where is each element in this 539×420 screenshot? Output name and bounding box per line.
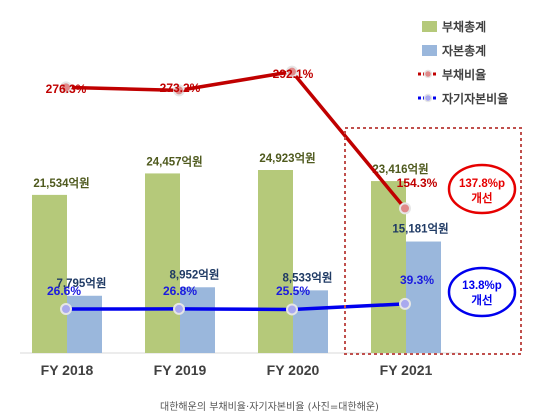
equity-improvement-text: 개선 [471,293,492,307]
equity-value-label: 15,181억원 [392,222,448,236]
equity-ratio-marker [399,297,411,310]
legend-marker-debt-ratio [423,69,433,79]
equity-bar [180,287,215,353]
legend-marker-equity-ratio [423,93,433,103]
equity-improvement-value: 13.8%p [462,280,502,292]
debt-ratio-marker [286,65,298,78]
debt-value-label: 24,457억원 [146,154,202,168]
legend-label-debt: 부채총계 [442,19,486,34]
debt-ratio-marker [399,202,411,215]
debt-improvement-ellipse [447,163,517,215]
debt-bar [258,170,293,353]
legend-label-equity: 자본총계 [442,43,486,58]
debt-bar [32,194,67,353]
equity-ratio-marker [60,303,72,315]
debt-value-label: 24,923억원 [259,151,315,165]
debt-bar [145,173,180,353]
x-tick-label: FY 2021 [380,362,433,378]
debt-ratio-marker [60,81,72,94]
equity-improvement-ellipse [447,266,517,318]
debt-ratio-label: 273.2% [160,81,201,95]
debt-ratio-label: 292.1% [273,67,314,81]
legend-label-equity-ratio: 자기자본비율 [442,91,508,106]
equity-ratio-marker [286,303,298,316]
fy2021-highlight-box [344,127,522,355]
debt-improvement-value: 137.8%p [459,178,505,190]
debt-improvement-text: 개선 [471,191,492,205]
equity-ratio-marker [173,302,185,315]
equity-value-label: 8,533억원 [283,270,333,284]
chart-caption: 대한해운의 부채비율·자기자본비율 (사진=대한해운) [160,402,379,413]
equity-bar [293,290,328,353]
equity-value-label: 7,795억원 [57,276,107,290]
equity-ratio-label: 25.5% [276,284,310,298]
debt-value-label: 23,416억원 [372,162,428,176]
x-tick-label: FY 2019 [154,362,207,378]
equity-ratio-label: 39.3% [400,273,434,287]
legend-swatch-equity [422,45,437,56]
equity-ratio-label: 26.8% [163,284,197,298]
equity-bar [406,241,441,353]
debt-ratio-label: 276.3% [46,82,87,96]
x-tick-label: FY 2020 [267,362,320,378]
debt-value-label: 21,534억원 [33,176,89,190]
debt-ratio-label: 154.3% [397,176,438,190]
equity-value-label: 8,952억원 [170,267,220,281]
debt-ratio-line [65,69,407,210]
legend-label-debt-ratio: 부채비율 [442,67,486,82]
equity-ratio-line [65,302,406,312]
x-tick-label: FY 2018 [41,362,94,378]
debt-ratio-marker [173,84,185,97]
equity-bar [67,295,102,353]
equity-ratio-label: 26.6% [47,284,81,298]
legend-swatch-debt [422,21,437,32]
